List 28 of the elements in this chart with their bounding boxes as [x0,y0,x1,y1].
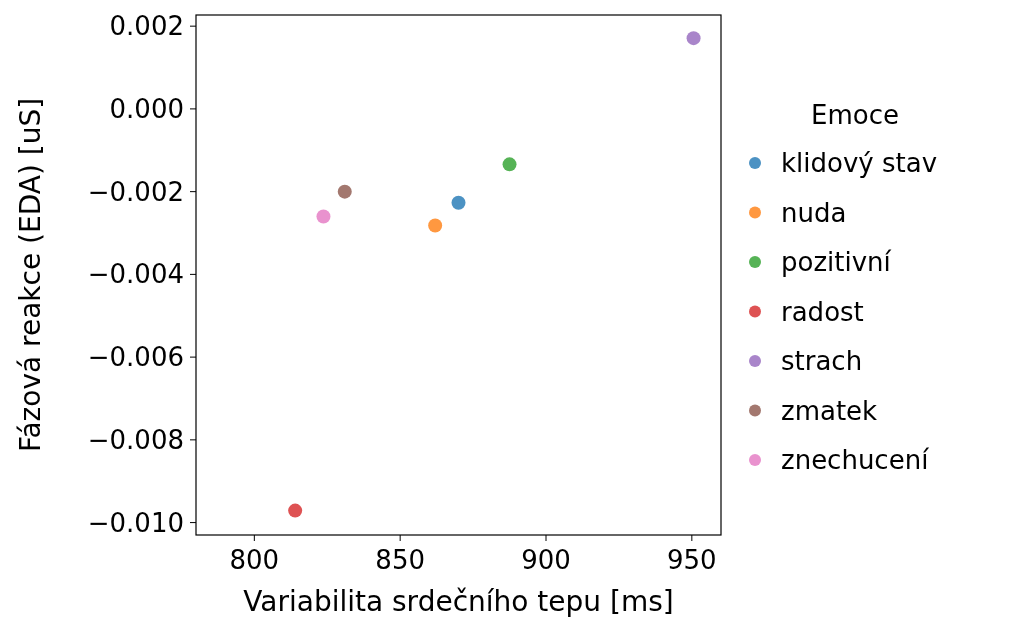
y-tick-label: −0.010 [87,507,184,538]
point [451,195,466,210]
legend-label: strach [781,346,863,377]
y-tick-label: −0.004 [87,259,184,290]
y-tick-label: 0.002 [109,11,184,42]
y-tick-label: −0.006 [87,342,184,373]
legend-label: zmatek [781,395,878,426]
point [502,157,517,172]
point [428,218,443,233]
legend-label: nuda [781,197,847,228]
y-tick-label: −0.008 [87,424,184,455]
legend-label: radost [781,296,864,327]
legend-title: Emoce [811,100,899,130]
legend-label: pozitivní [781,247,892,278]
x-tick-label: 850 [375,545,425,575]
y-tick-label: −0.002 [87,176,184,207]
point [686,31,701,46]
point [288,503,303,518]
point [316,209,331,224]
x-axis-title: Variabilita srdečního tepu [ms] [243,585,674,618]
x-tick-label: 900 [521,545,571,575]
legend-label: klidový stav [781,148,938,179]
x-tick-label: 800 [229,545,280,575]
x-tick-label: 950 [667,545,717,575]
y-tick-label: 0.000 [109,94,184,125]
legend-label: znechucení [781,445,930,476]
y-axis-title: Fázová reakce (EDA) [uS] [14,97,47,453]
point [337,184,352,199]
